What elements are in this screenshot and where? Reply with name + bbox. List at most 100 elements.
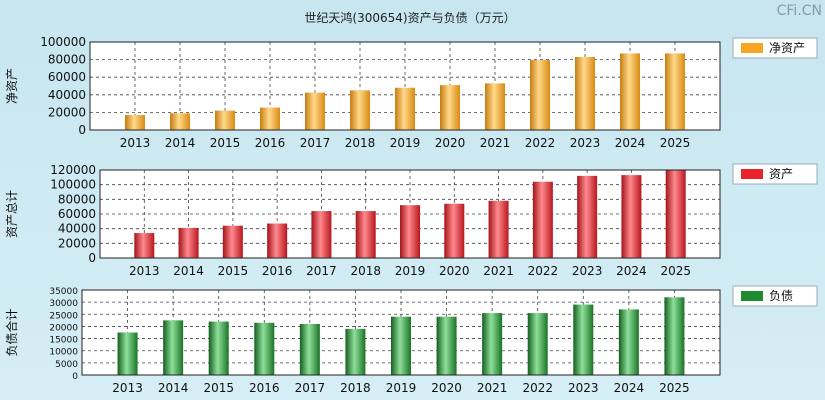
total-assets-x-tick-label: 2015	[218, 264, 249, 278]
total-assets-x-tick-label: 2016	[262, 264, 293, 278]
total-assets-x-tick-label: 2024	[616, 264, 647, 278]
total-assets-bar-2013	[134, 233, 155, 258]
total-assets-bar-2018	[355, 211, 376, 258]
total-liabilities-bar-2015	[208, 321, 229, 375]
total-liabilities-bar-2021	[482, 313, 503, 375]
total-liabilities-axis-frame	[81, 289, 721, 376]
total-assets-bar-2016	[267, 223, 288, 258]
total-liabilities-bar-2014	[163, 320, 184, 375]
total-liabilities-bar-2024	[618, 309, 639, 375]
net-assets-bar-2025	[665, 53, 685, 130]
total-liabilities-y-tick-label: 10000	[49, 348, 78, 358]
net-assets-bar-2017	[305, 92, 325, 130]
net-assets-x-tick-label: 2023	[570, 136, 601, 150]
total-assets-x-tick-label: 2018	[350, 264, 381, 278]
total-liabilities-bar-2013	[117, 332, 138, 375]
total-liabilities-y-tick-label: 0	[72, 372, 78, 382]
net-assets-bar-2020	[440, 85, 460, 130]
net-assets-bar-2016	[260, 107, 280, 130]
total-assets-bar-2025	[665, 170, 686, 258]
total-assets-y-tick-label: 40000	[58, 222, 96, 236]
net-assets-x-tick-label: 2019	[390, 136, 421, 150]
total-assets-bar-2024	[621, 175, 642, 258]
total-liabilities-y-tick-label: 35000	[49, 287, 78, 297]
watermark: CFi.CN	[777, 3, 822, 19]
total-liabilities-y-axis-label: 负债合计	[4, 308, 19, 356]
net-assets-bar-2022	[530, 60, 550, 130]
net-assets-y-tick-label: 0	[78, 123, 86, 137]
total-liabilities-x-tick-label: 2023	[568, 381, 599, 395]
net-assets-y-tick-label: 100000	[40, 35, 86, 49]
total-assets-x-tick-label: 2013	[129, 264, 160, 278]
total-liabilities-x-tick-label: 2018	[340, 381, 371, 395]
chart-title: 世纪天鸿(300654)资产与负债（万元）	[304, 11, 515, 25]
total-liabilities-x-tick-label: 2025	[659, 381, 690, 395]
total-assets-legend-swatch	[741, 169, 763, 179]
net-assets-bar-2018	[350, 90, 370, 130]
total-assets-bar-2019	[400, 205, 420, 258]
total-liabilities-bar-2019	[391, 316, 411, 375]
total-assets-axis-frame	[99, 169, 721, 259]
total-liabilities-bar-2025	[664, 297, 685, 375]
net-assets-x-tick-label: 2025	[660, 136, 691, 150]
net-assets-x-tick-label: 2013	[120, 136, 151, 150]
total-liabilities-y-tick-label: 25000	[49, 311, 78, 321]
net-assets-bar-2024	[620, 53, 640, 130]
total-assets-bar-2017	[311, 211, 332, 258]
net-assets-y-tick-label: 60000	[48, 70, 86, 84]
total-liabilities-panel: 0 5000 10000 15000 20000 25000 30000 35000 2013 2…	[4, 285, 818, 395]
net-assets-x-tick-label: 2014	[165, 136, 196, 150]
net-assets-legend-swatch	[741, 43, 763, 53]
net-assets-x-tick-label: 2021	[480, 136, 511, 150]
total-assets-y-tick-label: 80000	[58, 192, 96, 206]
total-assets-bar-2022	[532, 181, 553, 258]
net-assets-bar-2021	[485, 83, 505, 130]
total-assets-legend-label: 资产	[769, 167, 793, 181]
total-liabilities-x-tick-label: 2019	[386, 381, 417, 395]
net-assets-bar-2019	[395, 87, 415, 130]
net-assets-axis-frame	[89, 41, 721, 131]
total-liabilities-y-tick-label: 15000	[49, 336, 78, 346]
net-assets-bar-2014	[170, 113, 190, 130]
net-assets-x-tick-label: 2016	[255, 136, 286, 150]
total-liabilities-x-tick-label: 2022	[522, 381, 553, 395]
total-assets-x-tick-label: 2020	[439, 264, 470, 278]
total-assets-y-tick-label: 20000	[58, 236, 96, 250]
net-assets-bar-2015	[215, 110, 235, 130]
total-liabilities-y-tick-label: 30000	[49, 299, 78, 309]
total-liabilities-bar-2017	[299, 324, 320, 375]
total-liabilities-x-tick-label: 2015	[203, 381, 234, 395]
total-liabilities-bar-2016	[254, 322, 275, 375]
total-liabilities-bar-2018	[345, 328, 366, 375]
total-liabilities-x-tick-label: 2017	[295, 381, 326, 395]
total-assets-y-tick-label: 120000	[50, 163, 96, 177]
total-liabilities-x-tick-label: 2024	[614, 381, 645, 395]
net-assets-y-tick-label: 20000	[48, 105, 86, 119]
total-assets-bar-2021	[488, 200, 509, 258]
net-assets-x-tick-label: 2018	[345, 136, 376, 150]
total-assets-bar-2014	[178, 227, 199, 258]
total-assets-bar-2020	[444, 203, 465, 258]
total-liabilities-y-tick-label: 20000	[49, 323, 78, 333]
total-assets-x-tick-label: 2022	[528, 264, 559, 278]
total-liabilities-x-tick-label: 2021	[477, 381, 508, 395]
total-assets-x-tick-label: 2021	[483, 264, 514, 278]
total-liabilities-x-tick-label: 2014	[158, 381, 189, 395]
net-assets-x-tick-label: 2022	[525, 136, 556, 150]
total-assets-bar-2023	[577, 175, 598, 258]
net-assets-y-tick-label: 40000	[48, 88, 86, 102]
net-assets-y-tick-label: 80000	[48, 53, 86, 67]
net-assets-x-tick-label: 2020	[435, 136, 466, 150]
net-assets-legend-label: 净资产	[769, 41, 805, 55]
total-assets-y-tick-label: 60000	[58, 207, 96, 221]
total-liabilities-bar-2020	[436, 316, 457, 375]
net-assets-x-tick-label: 2024	[615, 136, 646, 150]
net-assets-y-axis-label: 净资产	[5, 68, 19, 104]
total-liabilities-legend-label: 负债	[769, 289, 793, 303]
net-assets-x-tick-label: 2015	[210, 136, 241, 150]
net-assets-x-tick-label: 2017	[300, 136, 331, 150]
total-assets-y-tick-label: 100000	[50, 178, 96, 192]
total-liabilities-y-tick-label: 5000	[55, 360, 78, 370]
